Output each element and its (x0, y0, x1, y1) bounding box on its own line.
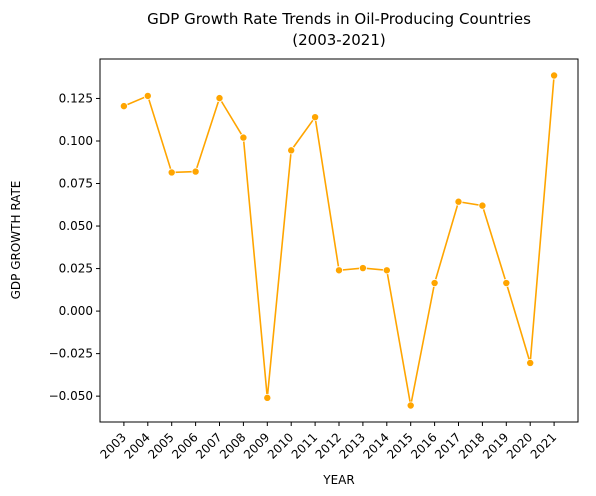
x-tick-label: 2004 (121, 430, 152, 461)
data-point-2007 (215, 94, 224, 103)
x-tick-label: 2015 (384, 430, 415, 461)
y-tick-label: 0.100 (59, 134, 93, 148)
x-tick-label: 2005 (145, 430, 176, 461)
x-tick-label: 2020 (504, 430, 535, 461)
chart-subtitle: (2003-2021) (292, 31, 385, 49)
data-point-2016 (430, 279, 439, 288)
x-axis-label: YEAR (322, 473, 354, 487)
data-point-2014 (382, 266, 391, 275)
x-tick-label: 2018 (456, 430, 487, 461)
data-point-2011 (311, 113, 320, 122)
data-point-2021 (550, 71, 559, 80)
x-tick-label: 2008 (217, 430, 248, 461)
data-point-2003 (119, 102, 128, 111)
y-axis-label: GDP GROWTH RATE (9, 181, 23, 300)
x-tick-label: 2007 (193, 430, 224, 461)
data-point-2009 (263, 393, 272, 402)
y-tick-label: −0.025 (49, 347, 93, 361)
x-tick-label: 2012 (313, 430, 344, 461)
data-point-2005 (167, 168, 176, 177)
data-point-2018 (478, 201, 487, 210)
data-point-2020 (526, 358, 535, 367)
x-tick-label: 2010 (265, 430, 296, 461)
x-tick-label: 2019 (480, 430, 511, 461)
y-tick-label: 0.000 (59, 304, 93, 318)
chart-title: GDP Growth Rate Trends in Oil-Producing … (147, 10, 531, 28)
x-tick-label: 2021 (528, 430, 559, 461)
x-tick-label: 2009 (241, 430, 272, 461)
y-tick-label: 0.050 (59, 219, 93, 233)
x-tick-label: 2011 (289, 430, 320, 461)
x-tick-label: 2016 (408, 430, 439, 461)
x-tick-label: 2006 (169, 430, 200, 461)
y-tick-label: 0.025 (59, 262, 93, 276)
y-axis: −0.050 −0.025 0.000 0.025 0.050 0.075 0.100 0.1… (49, 91, 100, 403)
x-tick-label: 2017 (432, 430, 463, 461)
data-point-2004 (143, 91, 152, 100)
y-tick-label: 0.075 (59, 177, 93, 191)
data-point-2015 (406, 401, 415, 410)
data-point-2019 (502, 279, 511, 288)
data-point-2013 (358, 264, 367, 273)
x-tick-label: 2014 (360, 430, 391, 461)
plot-area (99, 58, 579, 423)
x-tick-label: 2003 (98, 430, 129, 461)
x-tick-label: 2013 (337, 430, 368, 461)
series-layer (119, 71, 559, 410)
series-line (123, 75, 555, 406)
data-point-2006 (191, 167, 200, 176)
data-point-2012 (334, 266, 343, 275)
data-point-2010 (287, 146, 296, 155)
data-point-2017 (454, 197, 463, 206)
y-tick-label: 0.125 (59, 91, 93, 105)
data-point-2008 (239, 133, 248, 142)
x-axis: 2003200420052006200720082009201020112012… (98, 422, 559, 462)
y-tick-label: −0.050 (49, 389, 93, 403)
